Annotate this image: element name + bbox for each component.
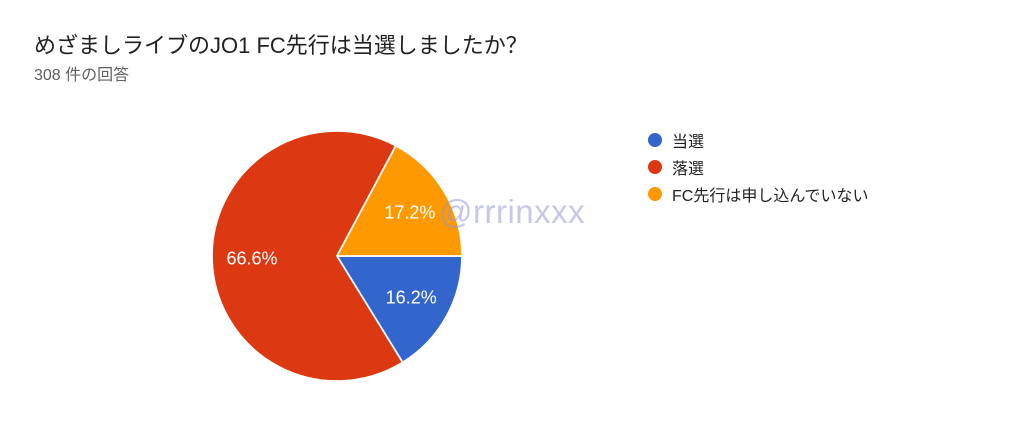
- slice-percentage-label-2: 66.6%: [226, 249, 277, 269]
- legend-label-1: 当選: [672, 133, 705, 151]
- pie-slice-2[interactable]: [211, 130, 404, 382]
- pie-slice-1[interactable]: [336, 255, 463, 364]
- watermark-text: @rrrinxxx: [439, 193, 586, 230]
- legend-label-2: 落選: [672, 160, 705, 178]
- legend-color-dot-3: [648, 186, 662, 201]
- legend-item-1: 当選: [648, 126, 869, 153]
- legend-label-3: FC先行は申し込んでいない: [672, 187, 869, 205]
- legend-item-3: FC先行は申し込んでいない: [648, 180, 869, 207]
- slice-percentage-label-3: 17.2%: [384, 202, 435, 222]
- chart-title: めざましライブのJO1 FC先行は当選しましたか？: [34, 33, 528, 58]
- legend-item-2: 落選: [648, 153, 869, 180]
- response-count: 308 件の回答: [34, 67, 130, 84]
- chart-legend: 当選落選 FC先行は申し込んでいない: [648, 126, 869, 207]
- legend-color-dot-2: [648, 159, 662, 174]
- slice-percentage-label-1: 16.2%: [386, 287, 437, 307]
- pie-slice-3[interactable]: [336, 144, 463, 257]
- legend-color-dot-1: [648, 132, 662, 147]
